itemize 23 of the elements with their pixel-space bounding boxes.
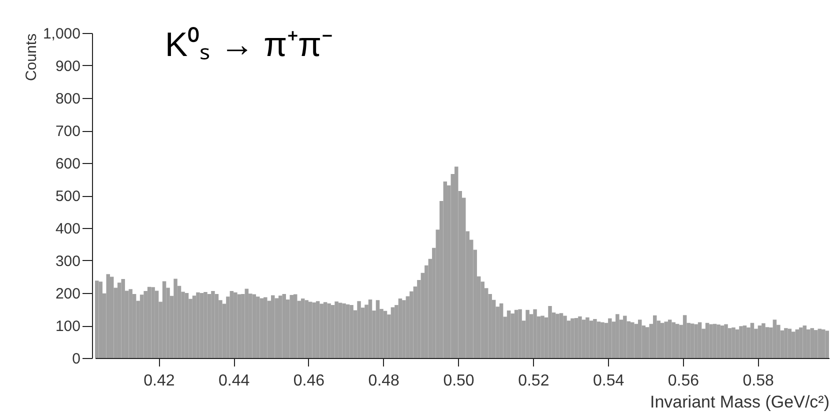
y-tick-label: 600 bbox=[55, 156, 80, 172]
y-axis-title: Counts bbox=[22, 34, 40, 82]
x-tick-label: 0.44 bbox=[218, 372, 250, 390]
y-tick-label: 900 bbox=[55, 58, 80, 75]
y-tick-label: 100 bbox=[55, 318, 80, 335]
x-tick-label: 0.58 bbox=[742, 372, 774, 390]
y-tick-label: 400 bbox=[55, 220, 80, 238]
y-tick-label: 1,000 bbox=[42, 26, 80, 42]
x-tick-label: 0.54 bbox=[592, 372, 624, 390]
x-axis-title: Invariant Mass (GeV/c²) bbox=[650, 392, 830, 412]
x-tick-label: 0.46 bbox=[293, 372, 325, 390]
y-tick-label: 700 bbox=[55, 123, 80, 140]
y-tick-label: 0 bbox=[72, 350, 80, 368]
chart-title: K⁰ₛ → π⁺π⁻ bbox=[165, 26, 332, 64]
y-tick-label: 300 bbox=[55, 253, 80, 270]
x-tick-label: 0.48 bbox=[368, 372, 400, 390]
x-tick-label: 0.50 bbox=[443, 372, 474, 390]
y-tick-label: 500 bbox=[55, 188, 80, 205]
x-tick-label: 0.42 bbox=[144, 372, 175, 390]
x-tick-label: 0.56 bbox=[668, 372, 700, 390]
y-tick-label: 800 bbox=[55, 90, 80, 108]
y-tick-label: 200 bbox=[55, 286, 80, 302]
x-tick-label: 0.52 bbox=[518, 372, 550, 390]
